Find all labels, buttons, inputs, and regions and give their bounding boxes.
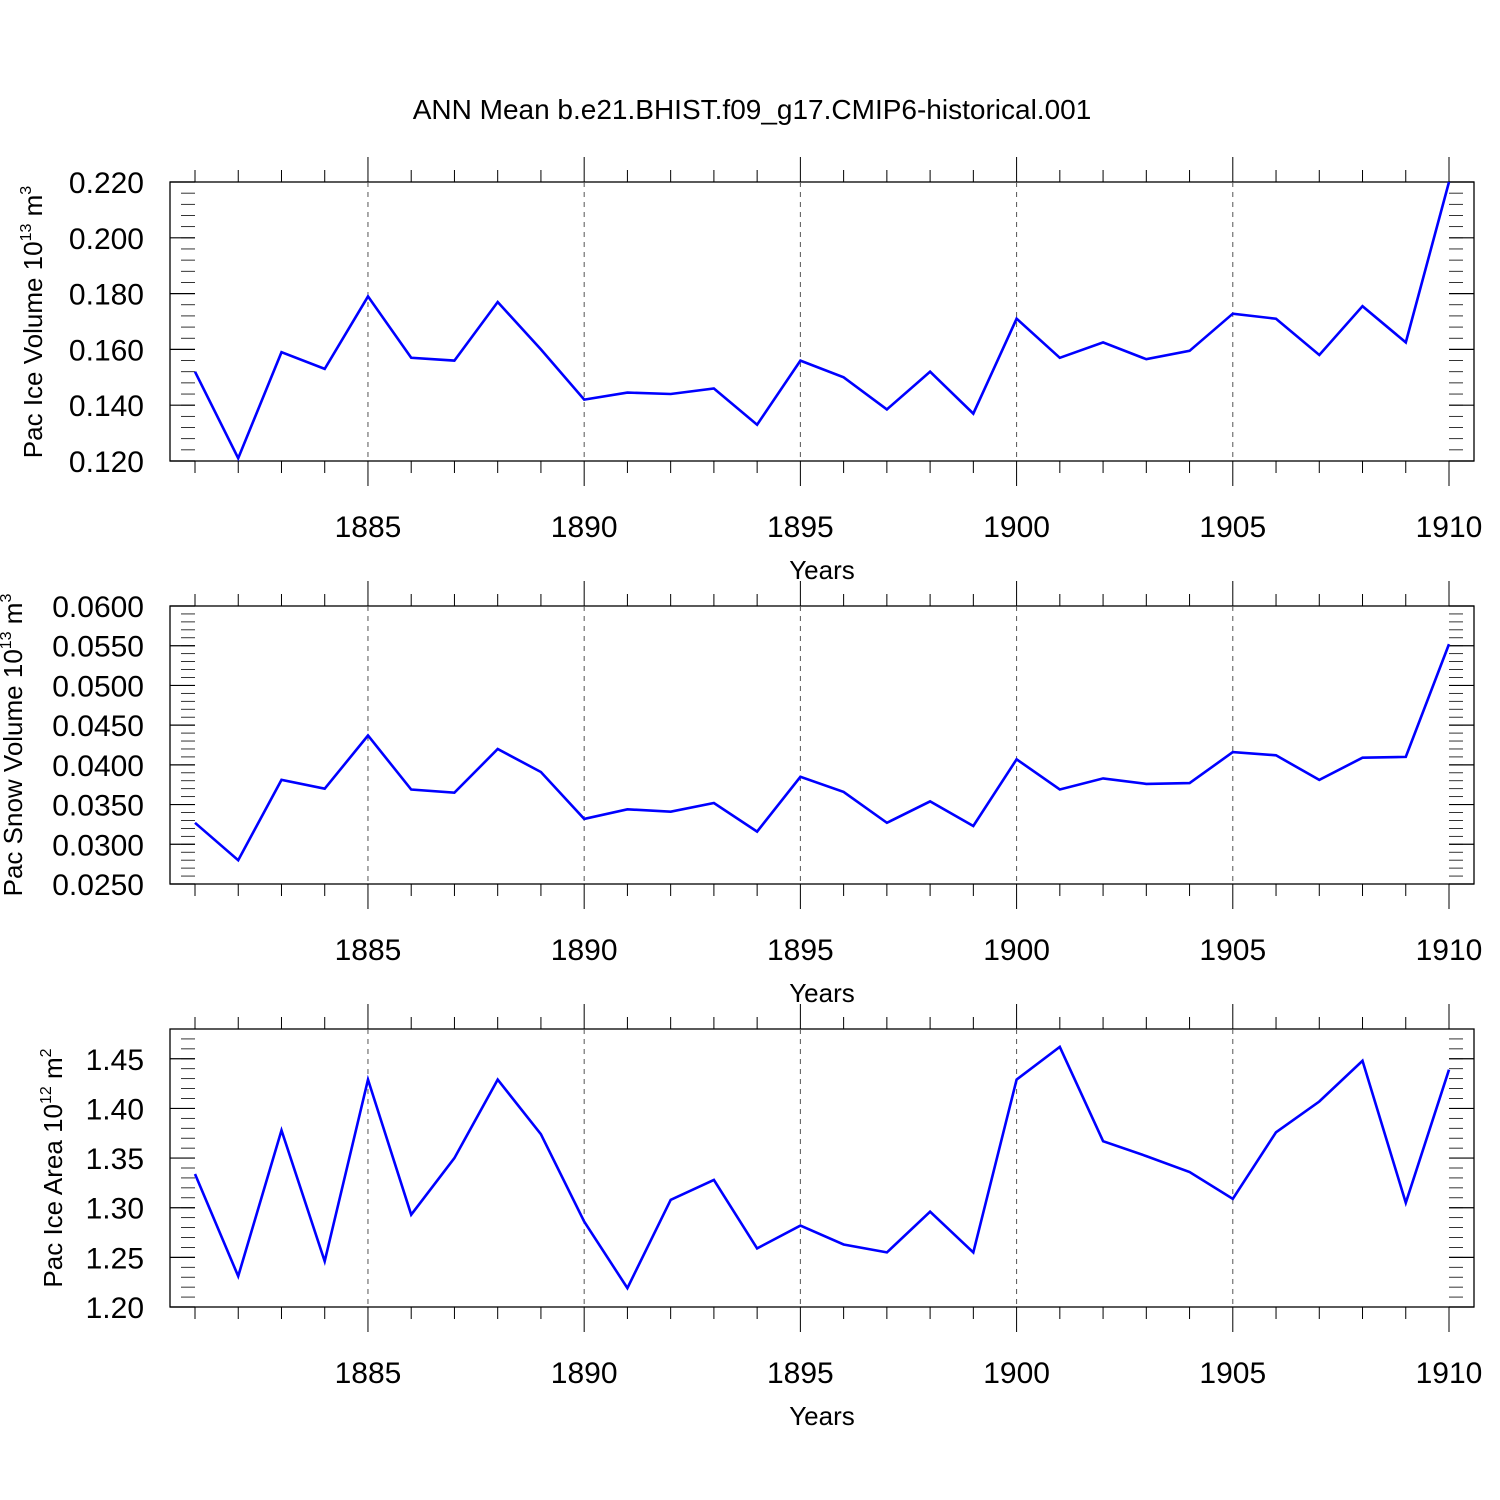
- y-axis-label-superscript: 13: [0, 631, 15, 649]
- series-line: [194, 643, 1451, 863]
- y-axis-label-part: Pac Ice Volume 10: [18, 241, 48, 458]
- y-tick-label: 0.0350: [52, 790, 144, 823]
- x-tick-label: 1910: [1416, 1357, 1483, 1390]
- y-tick-label: 0.0300: [52, 829, 144, 862]
- panels: 0.120 0.140 0.160 0.180 0.200 0.220 1885 1890 18…: [0, 157, 1482, 1431]
- y-tick-label: 1.25: [86, 1242, 144, 1275]
- y-tick-label: 0.120: [69, 446, 144, 479]
- y-axis-label: Pac Ice Area 1012 m2: [38, 1048, 68, 1287]
- plot-frame: [169, 181, 1475, 462]
- y-axis-label-superscript: 3: [0, 594, 15, 603]
- x-tick-label: 1895: [767, 934, 834, 967]
- x-tick-label: 1885: [335, 1357, 402, 1390]
- plot-frame: [169, 605, 1475, 885]
- y-axis-label-part: m: [18, 195, 48, 224]
- x-tick-label: 1890: [551, 1357, 618, 1390]
- figure-title: ANN Mean b.e21.BHIST.f09_g17.CMIP6-histo…: [413, 94, 1092, 125]
- y-tick-label: 0.0250: [52, 869, 144, 902]
- x-axis-label: Years: [789, 1401, 855, 1431]
- y-tick-label: 0.140: [69, 390, 144, 423]
- y-axis-label-superscript: 12: [38, 1086, 55, 1104]
- x-tick-label: 1905: [1199, 934, 1266, 967]
- y-axis-label-part: Pac Snow Volume 10: [0, 649, 28, 896]
- x-tick-label: 1895: [767, 511, 834, 544]
- x-tick-label: 1905: [1199, 1357, 1266, 1390]
- panel-3: 1.20 1.25 1.30 1.35 1.40 1.45 1885 1890 1895 1900…: [38, 1004, 1482, 1431]
- x-tick-label: 1900: [983, 934, 1050, 967]
- panel-1: 0.120 0.140 0.160 0.180 0.200 0.220 1885 1890 18…: [18, 157, 1482, 585]
- x-tick-label: 1885: [335, 511, 402, 544]
- panel-2: 0.0250 0.0300 0.0350 0.0400 0.0450 0.0500 0.05…: [0, 581, 1482, 1008]
- y-axis-label: Pac Snow Volume 1013 m3: [0, 594, 28, 897]
- y-axis-label-superscript: 13: [18, 223, 35, 241]
- y-axis-label-part: m: [0, 603, 28, 632]
- y-tick-label: 0.0550: [52, 631, 144, 664]
- x-tick-label: 1905: [1199, 511, 1266, 544]
- y-tick-label: 0.0400: [52, 750, 144, 783]
- y-axis-label-superscript: 2: [38, 1048, 55, 1057]
- plot-frame: [169, 1028, 1475, 1308]
- x-axis-label: Years: [789, 555, 855, 585]
- y-tick-label: 1.30: [86, 1193, 144, 1226]
- y-tick-label: 0.180: [69, 279, 144, 312]
- y-tick-label: 0.160: [69, 334, 144, 367]
- y-axis-label-part: Pac Ice Area 10: [38, 1104, 68, 1288]
- series-line: [193, 181, 1451, 462]
- y-tick-label: 1.35: [86, 1143, 144, 1176]
- y-tick-label: 1.45: [86, 1044, 144, 1077]
- y-axis-label-part: m: [38, 1057, 68, 1086]
- series-line: [193, 1044, 1451, 1291]
- y-tick-label: 0.200: [69, 223, 144, 256]
- x-tick-label: 1890: [551, 511, 618, 544]
- y-axis-label-superscript: 3: [18, 186, 35, 195]
- y-tick-label: 1.40: [86, 1093, 144, 1126]
- y-tick-label: 0.220: [69, 167, 144, 200]
- x-tick-label: 1910: [1416, 934, 1483, 967]
- y-tick-label: 1.20: [86, 1292, 144, 1325]
- x-tick-label: 1890: [551, 934, 618, 967]
- x-tick-label: 1885: [335, 934, 402, 967]
- y-tick-label: 0.0500: [52, 670, 144, 703]
- x-axis-label: Years: [789, 978, 855, 1008]
- y-tick-label: 0.0600: [52, 591, 144, 624]
- x-tick-label: 1910: [1416, 511, 1483, 544]
- x-tick-label: 1900: [983, 511, 1050, 544]
- x-tick-label: 1895: [767, 1357, 834, 1390]
- x-tick-label: 1900: [983, 1357, 1050, 1390]
- y-axis-label: Pac Ice Volume 1013 m3: [18, 186, 48, 459]
- y-tick-label: 0.0450: [52, 710, 144, 743]
